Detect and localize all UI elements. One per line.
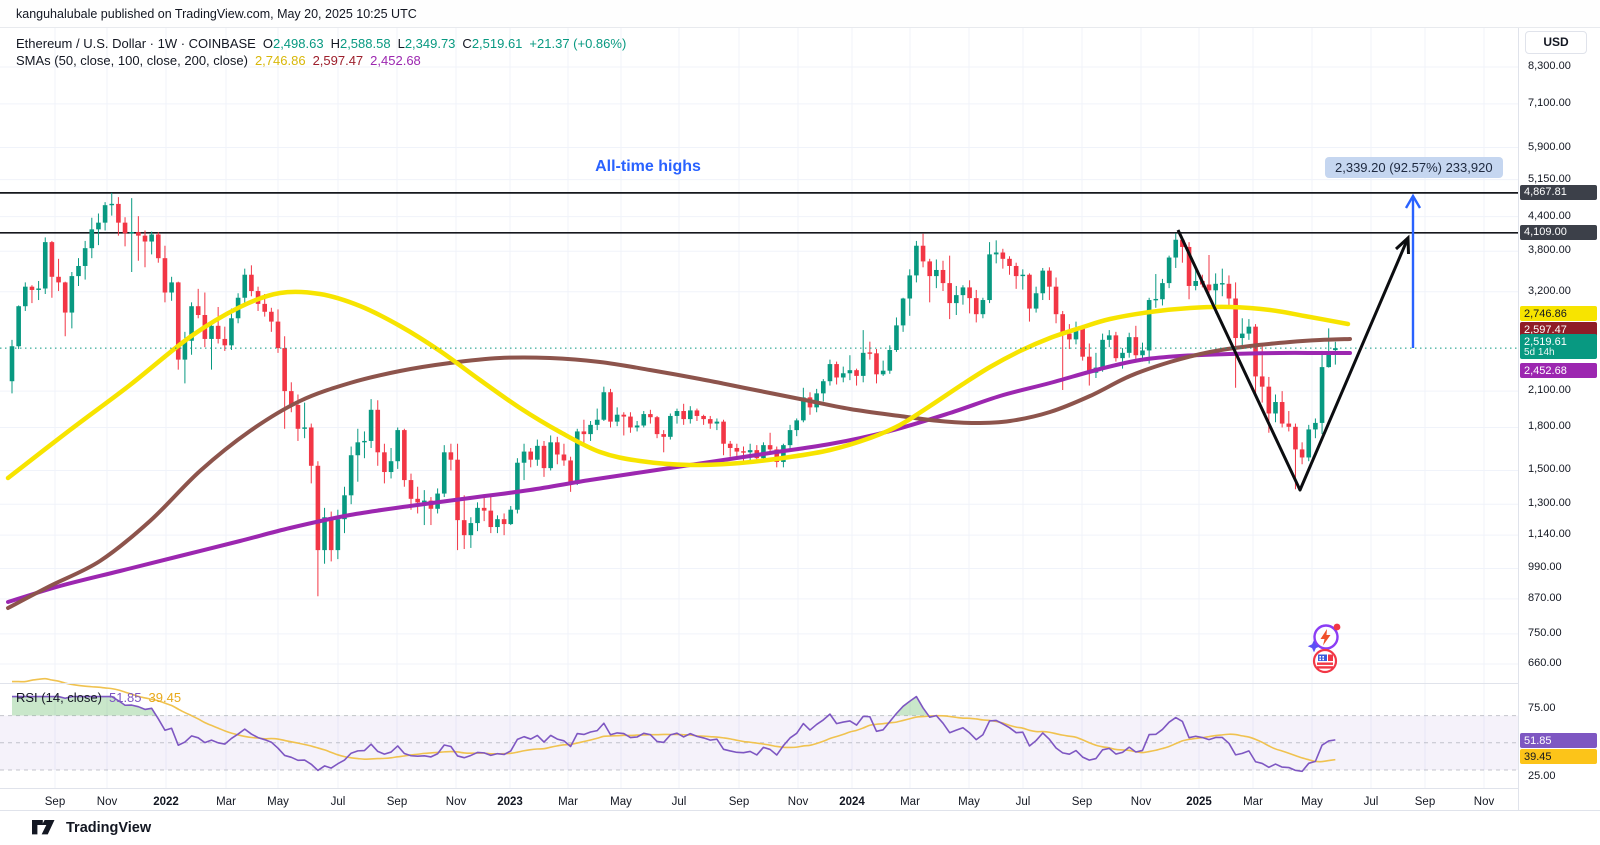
- svg-text:May: May: [958, 796, 980, 808]
- gridlines: [0, 28, 1518, 789]
- svg-text:Mar: Mar: [558, 796, 578, 808]
- published-text: kanguhalubale published on TradingView.c…: [16, 7, 417, 21]
- svg-text:Nov: Nov: [1131, 796, 1152, 808]
- svg-text:Sep: Sep: [1415, 796, 1435, 808]
- countdown-label: 5d 14h: [1524, 346, 1555, 358]
- flag-stats-icon[interactable]: [1312, 648, 1338, 674]
- svg-text:Sep: Sep: [387, 796, 407, 808]
- published-info-bar: kanguhalubale published on TradingView.c…: [0, 0, 1600, 28]
- svg-text:Mar: Mar: [216, 796, 236, 808]
- price-axis-label: 1,800.00: [1528, 420, 1571, 433]
- price-axis-label: 5,900.00: [1528, 140, 1571, 153]
- price-axis-label: 870.00: [1528, 591, 1562, 604]
- time-axis[interactable]: Sep Nov 2022 Mar May Jul Sep Nov 2023 Mar May Jul Se…: [45, 796, 1495, 808]
- svg-text:2023: 2023: [497, 796, 523, 808]
- candlestick-series[interactable]: [9, 192, 1338, 597]
- svg-text:Sep: Sep: [45, 796, 65, 808]
- svg-text:Mar: Mar: [1243, 796, 1263, 808]
- svg-text:Sep: Sep: [1072, 796, 1092, 808]
- svg-text:Mar: Mar: [900, 796, 920, 808]
- svg-text:Jul: Jul: [1016, 796, 1031, 808]
- price-axis-label: 1,500.00: [1528, 463, 1571, 476]
- price-badge: 2,597.47: [1520, 322, 1597, 337]
- price-badge: 4,109.00: [1520, 224, 1597, 240]
- horizontal-level-lines[interactable]: [0, 192, 1518, 234]
- price-badge: 2,519.61 5d 14h: [1520, 334, 1597, 359]
- svg-text:Nov: Nov: [788, 796, 809, 808]
- price-axis-label: 2,100.00: [1528, 384, 1571, 397]
- price-axis-label: 3,800.00: [1528, 244, 1571, 257]
- sma50-line[interactable]: [5, 289, 1351, 481]
- svg-text:Jul: Jul: [1364, 796, 1379, 808]
- svg-text:Jul: Jul: [672, 796, 687, 808]
- trend-v-arrow[interactable]: [1176, 229, 1410, 492]
- rsi-badge: 51.85: [1520, 733, 1597, 748]
- price-badge: 2,746.86: [1520, 306, 1597, 321]
- sma200-line[interactable]: [6, 350, 1352, 604]
- svg-text:2024: 2024: [839, 796, 865, 808]
- all-time-highs-annotation[interactable]: All-time highs: [595, 158, 701, 175]
- price-badge: 2,452.68: [1520, 363, 1597, 378]
- price-axis-label: 660.00: [1528, 657, 1562, 670]
- svg-text:May: May: [1301, 796, 1323, 808]
- price-axis-label: 750.00: [1528, 626, 1562, 639]
- flash-circle-icon: [1307, 623, 1341, 653]
- svg-text:May: May: [267, 796, 289, 808]
- currency-toggle-button[interactable]: USD: [1525, 31, 1587, 54]
- price-axis-label: 1,140.00: [1528, 528, 1571, 541]
- svg-text:Jul: Jul: [331, 796, 346, 808]
- measured-move-label[interactable]: 2,339.20 (92.57%) 233,920: [1325, 157, 1503, 178]
- svg-text:Nov: Nov: [446, 796, 467, 808]
- price-axis-label: 4,400.00: [1528, 209, 1571, 222]
- price-axis-label: 990.00: [1528, 561, 1562, 574]
- reaction-flash-icon[interactable]: [1306, 620, 1344, 654]
- svg-text:2025: 2025: [1186, 796, 1212, 808]
- tradingview-brand-text[interactable]: TradingView: [66, 820, 152, 836]
- svg-text:2022: 2022: [153, 796, 179, 808]
- price-axis-label: 1,300.00: [1528, 497, 1571, 510]
- sma100-line[interactable]: [6, 337, 1352, 610]
- svg-text:May: May: [610, 796, 632, 808]
- price-axis-label: 8,300.00: [1528, 60, 1571, 73]
- trend-v-arrowhead-icon: [1394, 234, 1410, 255]
- rsi-line[interactable]: [12, 695, 1336, 773]
- price-axis-label: 5,150.00: [1528, 172, 1571, 185]
- svg-text:Nov: Nov: [97, 796, 118, 808]
- rsi-axis-label: 25.00: [1528, 769, 1556, 782]
- rsi-badge: 39.45: [1520, 749, 1597, 764]
- price-axis-panel[interactable]: USD 8,300.00 7,100.00 5,900.00 5,150.00 4,40…: [1518, 28, 1600, 810]
- rsi-overbought-fill: [12, 696, 937, 716]
- svg-text:Sep: Sep: [729, 796, 749, 808]
- svg-text:Nov: Nov: [1474, 796, 1495, 808]
- flag-circle-icon: [1312, 648, 1338, 674]
- price-badge: 4,867.81: [1520, 184, 1597, 200]
- measure-arrowhead-icon: [1404, 193, 1422, 209]
- footer-bar: TradingView: [0, 810, 1600, 845]
- rsi-axis-label: 75.00: [1528, 701, 1556, 714]
- tradingview-logo-icon[interactable]: [32, 820, 58, 841]
- price-axis-label: 3,200.00: [1528, 284, 1571, 297]
- price-axis-label: 7,100.00: [1528, 96, 1571, 109]
